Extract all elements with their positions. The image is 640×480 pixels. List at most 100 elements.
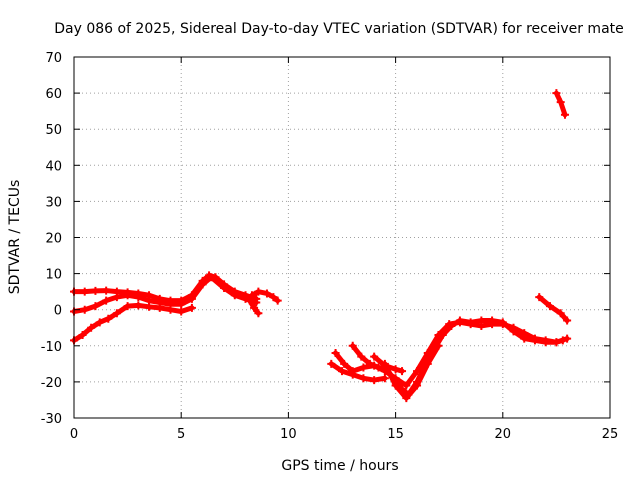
y-tick-label: 50 [45,123,62,138]
data-point [413,381,422,390]
data-point [402,394,411,403]
series-track-i [380,341,443,403]
series-track-d [247,287,282,305]
data-point [560,110,569,119]
y-tick-label: -20 [41,376,62,391]
y-tick-label: 10 [45,268,62,283]
data-point [273,296,282,305]
data-point [370,352,379,361]
series-track-c [70,301,196,345]
series-track-j [370,352,407,376]
data-point [509,327,518,336]
y-tick-label: -10 [41,340,62,355]
data-point [134,293,143,302]
x-tick-label: 10 [280,427,297,442]
series-line [536,294,570,324]
data-point [254,287,263,296]
series-track-a [70,271,261,305]
series-line [333,319,570,389]
data-point [95,318,104,327]
data-point [423,359,432,368]
data-series [70,89,572,403]
y-tick-label: 30 [45,195,62,210]
x-tick-label: 15 [387,427,404,442]
data-point [398,367,407,376]
data-point [402,381,411,390]
series-track-b [70,273,261,316]
x-tick-label: 25 [602,427,619,442]
data-point [348,367,357,376]
data-point [187,303,196,312]
data-point [556,98,565,107]
axis-ticks: 0 5 10 15 20 25 -30 -20 -10 0 10 20 30 40 50 60 70 [41,51,619,442]
data-point [102,296,111,305]
series-line [350,318,566,398]
data-point [370,376,379,385]
data-point [327,359,336,368]
data-point [541,338,550,347]
data-point [91,286,100,295]
data-point [348,341,357,350]
data-point [434,341,443,350]
data-point [198,280,207,289]
data-point [552,89,561,98]
data-point [177,307,186,316]
data-point [187,294,196,303]
y-tick-label: 0 [54,304,62,319]
data-point [520,334,529,343]
grid-lines [74,57,610,418]
y-tick-label: 70 [45,51,62,66]
data-point [563,316,572,325]
series-track-k [535,293,572,325]
data-point [391,365,400,374]
y-tick-label: 40 [45,159,62,174]
data-point [556,309,565,318]
series-track-h [348,316,567,399]
data-point [123,291,132,300]
data-point [250,303,259,312]
data-point [545,302,554,311]
data-point [447,321,456,330]
data-point [359,363,368,372]
series-track-f [327,359,389,385]
x-tick-label: 20 [495,427,512,442]
data-point [134,301,143,310]
series-line [382,343,441,401]
data-point [145,302,154,311]
data-point [112,293,121,302]
data-point [102,286,111,295]
data-point [177,300,186,309]
data-point [80,305,89,314]
data-point [498,318,507,327]
x-axis-label: GPS time / hours [281,458,398,474]
data-point [269,293,278,302]
data-point [123,302,132,311]
data-point [535,293,544,302]
data-point [340,359,349,368]
data-point [552,338,561,347]
series-track-l [552,89,569,119]
data-point [245,296,254,305]
data-point [391,381,400,390]
data-point [331,349,340,358]
data-point [87,323,96,332]
data-point [338,367,346,376]
x-tick-label: 5 [177,427,185,442]
data-point [91,302,100,311]
data-point [207,273,216,282]
data-point [455,316,464,325]
chart-title: Day 086 of 2025, Sidereal Day-to-day VTE… [54,21,624,37]
series-track-e [245,296,263,318]
y-tick-label: 20 [45,232,62,247]
data-point [254,309,263,318]
data-point [220,284,229,293]
data-point [488,316,497,325]
data-point [230,291,239,300]
data-point [80,287,89,296]
x-tick-label: 0 [70,427,78,442]
data-point [155,303,164,312]
data-point [359,374,368,383]
y-tick-label: -30 [41,412,62,427]
data-point [380,361,389,370]
